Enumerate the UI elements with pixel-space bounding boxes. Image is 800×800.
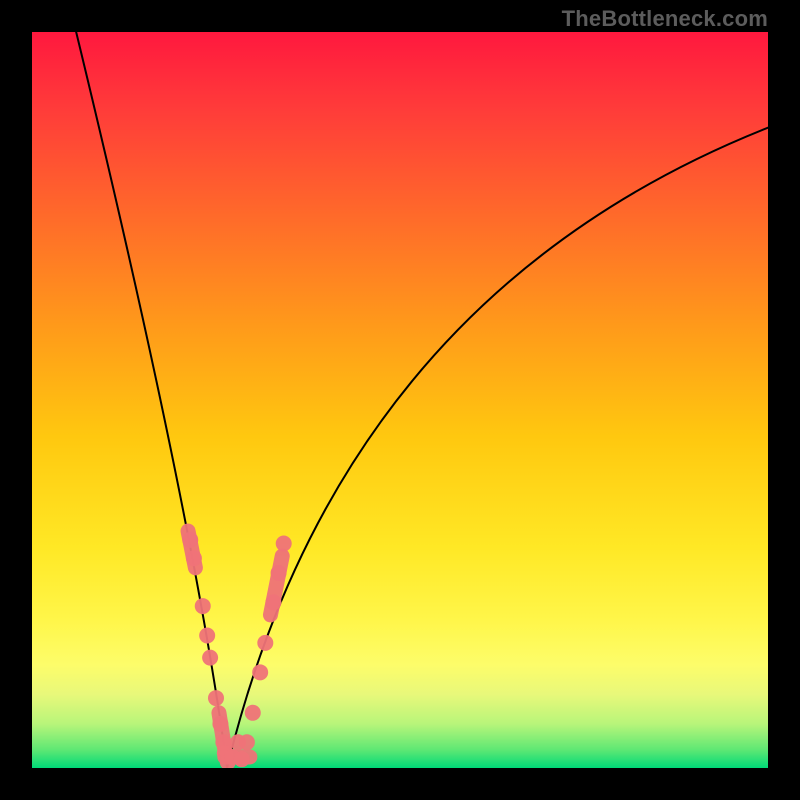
marker-dot: [208, 690, 224, 706]
marker-dot: [195, 598, 211, 614]
marker-dot: [252, 664, 268, 680]
marker-dot: [202, 650, 218, 666]
chart-frame: TheBottleneck.com: [0, 0, 800, 800]
plot-area: [32, 32, 768, 768]
marker-dot: [271, 565, 287, 581]
marker-dot: [186, 550, 202, 566]
marker-dot: [212, 716, 228, 732]
gradient-background: [32, 32, 768, 768]
marker-dot: [265, 594, 281, 610]
marker-dot: [182, 532, 198, 548]
watermark-text: TheBottleneck.com: [562, 6, 768, 32]
marker-dot: [234, 751, 250, 767]
marker-dot: [276, 536, 292, 552]
marker-dot: [239, 734, 255, 750]
plot-svg: [32, 32, 768, 768]
marker-dot: [199, 628, 215, 644]
marker-dot: [257, 635, 273, 651]
marker-dot: [245, 705, 261, 721]
